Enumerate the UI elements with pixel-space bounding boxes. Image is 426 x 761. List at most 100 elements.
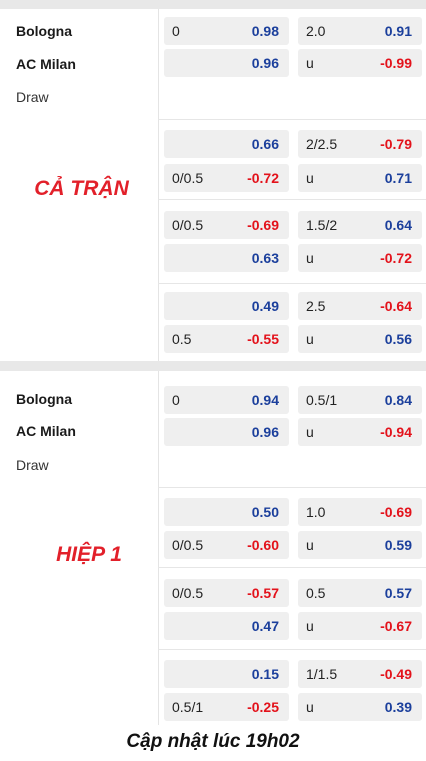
odds-value: -0.64 [380,298,412,314]
under-label: u [306,537,314,553]
over-under-odds-cell[interactable]: 1.5/2 0.64 [298,211,422,239]
total-line: 0.5/1 [306,392,338,408]
odds-value: -0.49 [380,666,412,682]
handicap-odds-cell[interactable]: 0.47 [164,612,289,640]
section-divider-top [0,0,426,9]
handicap-odds-cell[interactable]: 0 0.98 [164,17,289,45]
over-under-odds-cell[interactable]: 0.5 0.57 [298,579,422,607]
odds-value: 0.96 [251,55,279,71]
over-under-odds-cell[interactable]: 1.0 -0.69 [298,498,422,526]
update-time-caption: Cập nhật lúc 19h02 [126,731,300,752]
odds-value: 0.15 [251,666,279,682]
total-line: 2.5 [306,298,326,314]
odds-value: -0.57 [247,585,279,601]
handicap-odds-cell[interactable]: 0/0.5 -0.72 [164,164,289,192]
over-under-odds-cell[interactable]: u -0.94 [298,418,422,446]
handicap-odds-cell[interactable]: 0/0.5 -0.57 [164,579,289,607]
handicap-line: 0/0.5 [172,217,204,233]
over-under-odds-cell[interactable]: u -0.67 [298,612,422,640]
odds-value: 0.98 [251,23,279,39]
over-under-odds-cell[interactable]: 1/1.5 -0.49 [298,660,422,688]
odds-value: 0.94 [251,392,279,408]
odds-value: 0.56 [384,331,412,347]
over-under-odds-cell[interactable]: 0.5/1 0.84 [298,386,422,414]
row-divider [158,199,426,200]
handicap-line: 0.5 [172,331,192,347]
section-divider [0,361,426,371]
odds-value: -0.67 [380,618,412,634]
over-under-odds-cell[interactable]: 2/2.5 -0.79 [298,130,422,158]
over-under-odds-cell[interactable]: u -0.72 [298,244,422,272]
handicap-line: 0/0.5 [172,170,204,186]
over-under-odds-cell[interactable]: 2.0 0.91 [298,17,422,45]
row-divider [158,649,426,650]
handicap-odds-cell[interactable]: 0.66 [164,130,289,158]
row-divider [158,119,426,120]
team-column [5,9,159,361]
handicap-line: 0.5/1 [172,699,204,715]
total-line: 1.0 [306,504,326,520]
team-column [5,371,159,725]
odds-value: 0.49 [251,298,279,314]
handicap-line: 0 [172,392,180,408]
handicap-odds-cell[interactable]: 0.96 [164,418,289,446]
section-label-full-match: CẢ TRẬN [34,177,129,200]
odds-value: 0.91 [384,23,412,39]
handicap-odds-cell[interactable]: 0.5 -0.55 [164,325,289,353]
row-divider [158,283,426,284]
handicap-odds-cell[interactable]: 0.96 [164,49,289,77]
under-label: u [306,250,314,266]
over-under-odds-cell[interactable]: u 0.71 [298,164,422,192]
draw-label: Draw [16,89,49,105]
odds-value: 0.71 [384,170,412,186]
home-team-name: Bologna [16,23,72,39]
odds-value: -0.69 [247,217,279,233]
total-line: 1.5/2 [306,217,338,233]
handicap-odds-cell[interactable]: 0/0.5 -0.60 [164,531,289,559]
handicap-line: 0/0.5 [172,537,204,553]
odds-value: 0.64 [384,217,412,233]
handicap-odds-cell[interactable]: 0.15 [164,660,289,688]
under-label: u [306,170,314,186]
over-under-odds-cell[interactable]: 2.5 -0.64 [298,292,422,320]
odds-value: 0.96 [251,424,279,440]
full-match-section: Bologna AC Milan Draw CẢ TRẬN 0 0.98 2.0… [0,9,426,361]
over-under-odds-cell[interactable]: u 0.56 [298,325,422,353]
handicap-odds-cell[interactable]: 0/0.5 -0.69 [164,211,289,239]
odds-value: -0.99 [380,55,412,71]
odds-value: 0.59 [384,537,412,553]
odds-value: -0.94 [380,424,412,440]
odds-value: -0.72 [380,250,412,266]
odds-value: 0.57 [384,585,412,601]
handicap-odds-cell[interactable]: 0.63 [164,244,289,272]
odds-value: 0.63 [251,250,279,266]
handicap-odds-cell[interactable]: 0 0.94 [164,386,289,414]
handicap-odds-cell[interactable]: 0.5/1 -0.25 [164,693,289,721]
odds-value: 0.47 [251,618,279,634]
total-line: 2.0 [306,23,326,39]
over-under-odds-cell[interactable]: u 0.39 [298,693,422,721]
over-under-odds-cell[interactable]: u -0.99 [298,49,422,77]
odds-value: 0.50 [251,504,279,520]
odds-value: -0.69 [380,504,412,520]
handicap-odds-cell[interactable]: 0.49 [164,292,289,320]
odds-value: -0.60 [247,537,279,553]
under-label: u [306,699,314,715]
section-label-first-half: HIỆP 1 [56,543,122,566]
first-half-section: Bologna AC Milan Draw HIỆP 1 0 0.94 0.5/… [0,371,426,725]
row-divider [158,487,426,488]
odds-value: -0.25 [247,699,279,715]
odds-value: -0.79 [380,136,412,152]
odds-value: 0.66 [251,136,279,152]
odds-value: -0.72 [247,170,279,186]
under-label: u [306,424,314,440]
handicap-line: 0/0.5 [172,585,204,601]
under-label: u [306,55,314,71]
odds-value: -0.55 [247,331,279,347]
over-under-odds-cell[interactable]: u 0.59 [298,531,422,559]
odds-value: 0.84 [384,392,412,408]
handicap-line: 0 [172,23,180,39]
handicap-odds-cell[interactable]: 0.50 [164,498,289,526]
total-line: 2/2.5 [306,136,338,152]
away-team-name: AC Milan [16,423,76,439]
